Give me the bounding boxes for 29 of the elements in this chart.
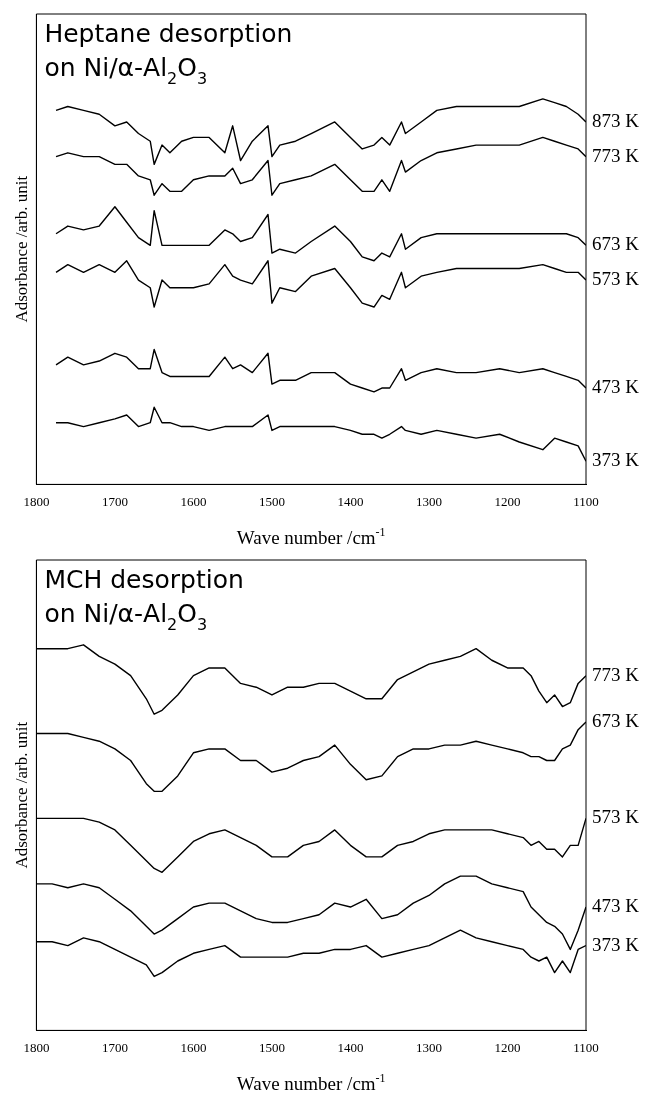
- series-label: 373 K: [592, 449, 640, 471]
- x-tick-label: 1400: [337, 1039, 364, 1055]
- series-label: 373 K: [592, 933, 640, 955]
- x-tick-label: 1800: [23, 1039, 50, 1055]
- series-label: 773 K: [592, 663, 640, 685]
- series-label: 473 K: [592, 895, 640, 916]
- y-axis-title: Adsorbance /arb. unit: [11, 175, 31, 323]
- x-tick-label: 1100: [573, 493, 599, 509]
- x-tick-label: 1200: [494, 1039, 521, 1055]
- series-label: 873 K: [592, 109, 640, 131]
- x-tick-label: 1700: [101, 1039, 128, 1055]
- series-label: 673 K: [592, 709, 640, 731]
- x-tick-label: 1300: [415, 1039, 442, 1055]
- series-label: 473 K: [592, 375, 640, 397]
- series-label: 673 K: [592, 233, 640, 255]
- series-label: 573 K: [592, 806, 640, 828]
- x-tick-label: 1500: [258, 493, 285, 509]
- x-tick-label: 1600: [180, 493, 207, 509]
- x-tick-label: 1100: [573, 1039, 599, 1055]
- x-tick-label: 1400: [337, 493, 364, 509]
- x-tick-label: 1200: [494, 493, 521, 509]
- x-tick-label: 1600: [180, 1039, 207, 1055]
- x-tick-label: 1500: [258, 1039, 285, 1055]
- y-axis-title: Adsorbance /arb. unit: [11, 721, 31, 869]
- x-tick-label: 1800: [23, 493, 50, 509]
- series-label: 773 K: [592, 144, 640, 166]
- series-label: 573 K: [592, 268, 640, 290]
- x-tick-label: 1300: [415, 493, 442, 509]
- x-tick-label: 1700: [101, 493, 128, 509]
